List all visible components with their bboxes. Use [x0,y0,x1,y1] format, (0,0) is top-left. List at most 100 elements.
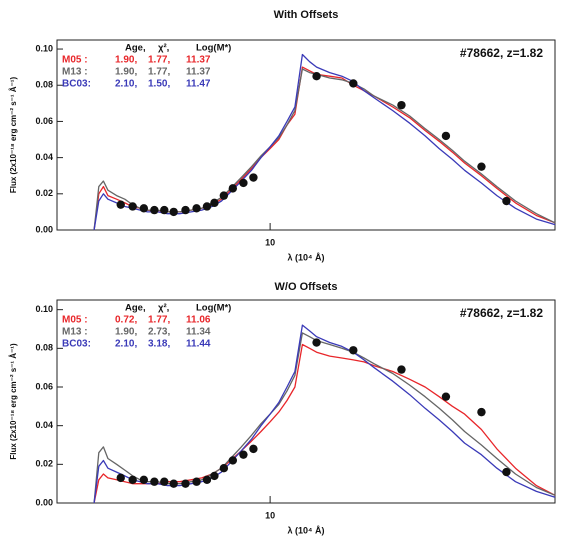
legend-header: χ², [158,303,169,314]
photometry-point [192,477,201,486]
legend-header: Log(M*) [196,43,231,54]
panel-title: W/O Offsets [275,281,338,293]
legend-fit-value: 1.77, [148,67,170,78]
x-tick-label: 10 [265,510,275,520]
y-axis-label: Flux (2x10⁻¹⁸ erg cm⁻² s⁻¹ Å⁻¹) [9,77,18,194]
photometry-point [502,196,511,206]
photometry-point [441,131,451,141]
annotation: #78662, z=1.82 [460,46,543,60]
y-tick-label: 0.06 [35,116,53,126]
x-axis-label: λ (10⁴ Å) [288,525,325,535]
legend-fit-value: 11.44 [186,339,211,350]
legend-fit-value: 11.37 [186,67,211,78]
annotation: #78662, z=1.82 [460,306,543,320]
legend-fit-value: 2.73, [148,327,170,338]
y-tick-label: 0.00 [35,224,53,234]
photometry-point [181,479,190,488]
photometry-point [477,162,486,171]
legend-fit-value: 2.10, [115,79,137,90]
photometry-point [312,338,321,347]
x-tick-label: 10 [265,237,275,247]
legend-name: M05 : [62,55,88,66]
legend-name: BC03: [62,339,91,350]
panel-title: With Offsets [274,9,339,21]
legend-header: Age, [125,303,146,314]
legend-name: M05 : [62,315,88,326]
y-tick-label: 0.10 [35,304,53,314]
y-tick-label: 0.04 [35,152,53,162]
photometry-point [169,479,178,488]
photometry-point [150,205,159,215]
photometry-point [219,464,229,473]
legend-fit-value: 11.37 [186,55,211,66]
photometry-point [239,178,248,188]
photometry-point [181,205,190,215]
panel: With Offsets 0.00 0.02 0.04 0.06 0.08 0.10 10 λ … [9,9,556,262]
legend-fit-value: 11.34 [186,327,211,338]
legend-fit-value: 1.90, [115,327,137,338]
photometry-point [312,71,321,81]
spectrum-line [93,68,556,231]
y-tick-label: 0.08 [35,80,53,90]
photometry-point [128,475,137,484]
legend-fit-value: 1.77, [148,55,170,66]
legend-fit-value: 11.06 [186,315,211,326]
photometry-point [160,205,169,215]
y-tick-label: 0.10 [35,43,53,53]
photometry-point [116,473,125,483]
photometry-point [116,200,125,209]
photometry-point [249,173,258,182]
legend-fit-value: 1.90, [115,67,137,78]
legend-header: Age, [125,43,146,54]
legend-header: Log(M*) [196,303,231,314]
y-tick-label: 0.08 [35,343,53,353]
photometry-point [441,392,451,401]
photometry-point [139,475,149,484]
legend-fit-value: 2.10, [115,339,137,350]
spectrum-line [93,332,556,504]
legend-name: M13 : [62,327,88,338]
photometry-point [397,365,406,374]
x-axis-label: λ (10⁴ Å) [288,252,325,262]
photometry-point [192,204,201,213]
spectrum-line [93,324,556,504]
photometry-point [349,346,358,355]
photometry-point [228,456,238,465]
photometry-point [210,471,219,481]
legend-fit-value: 1.90, [115,55,137,66]
photometry-point [502,467,511,477]
photometry-point [219,191,229,200]
y-tick-label: 0.04 [35,420,53,430]
photometry-point [228,184,238,193]
legend-fit-value: 1.50, [148,79,170,90]
legend-fit-value: 3.18, [148,339,170,350]
spectrum-line [93,343,556,504]
legend-fit-value: 0.72, [115,315,137,326]
legend-header: χ², [158,43,169,54]
y-tick-label: 0.00 [35,497,53,507]
photometry-point [169,207,178,217]
photometry-point [239,450,248,459]
photometry-point [210,198,219,208]
photometry-point [202,202,212,211]
panel: W/O Offsets 0.00 0.02 0.04 0.06 0.08 0.10 10 λ (… [9,281,556,535]
photometry-point [349,79,358,88]
spectrum-line [93,66,556,231]
photometry-point [128,202,137,211]
plot-frame [56,39,556,231]
legend-fit-value: 1.77, [148,315,170,326]
photometry-point [139,204,149,213]
photometry-point [160,477,169,486]
legend-name: M13 : [62,67,88,78]
legend-name: BC03: [62,79,91,90]
photometry-point [249,444,258,454]
photometry-point [202,475,212,484]
photometry-point [397,100,406,110]
y-tick-label: 0.06 [35,381,53,391]
plot-frame [56,299,556,504]
photometry-point [150,477,159,486]
y-tick-label: 0.02 [35,459,53,469]
photometry-point [477,407,486,417]
legend-fit-value: 11.47 [186,79,211,90]
